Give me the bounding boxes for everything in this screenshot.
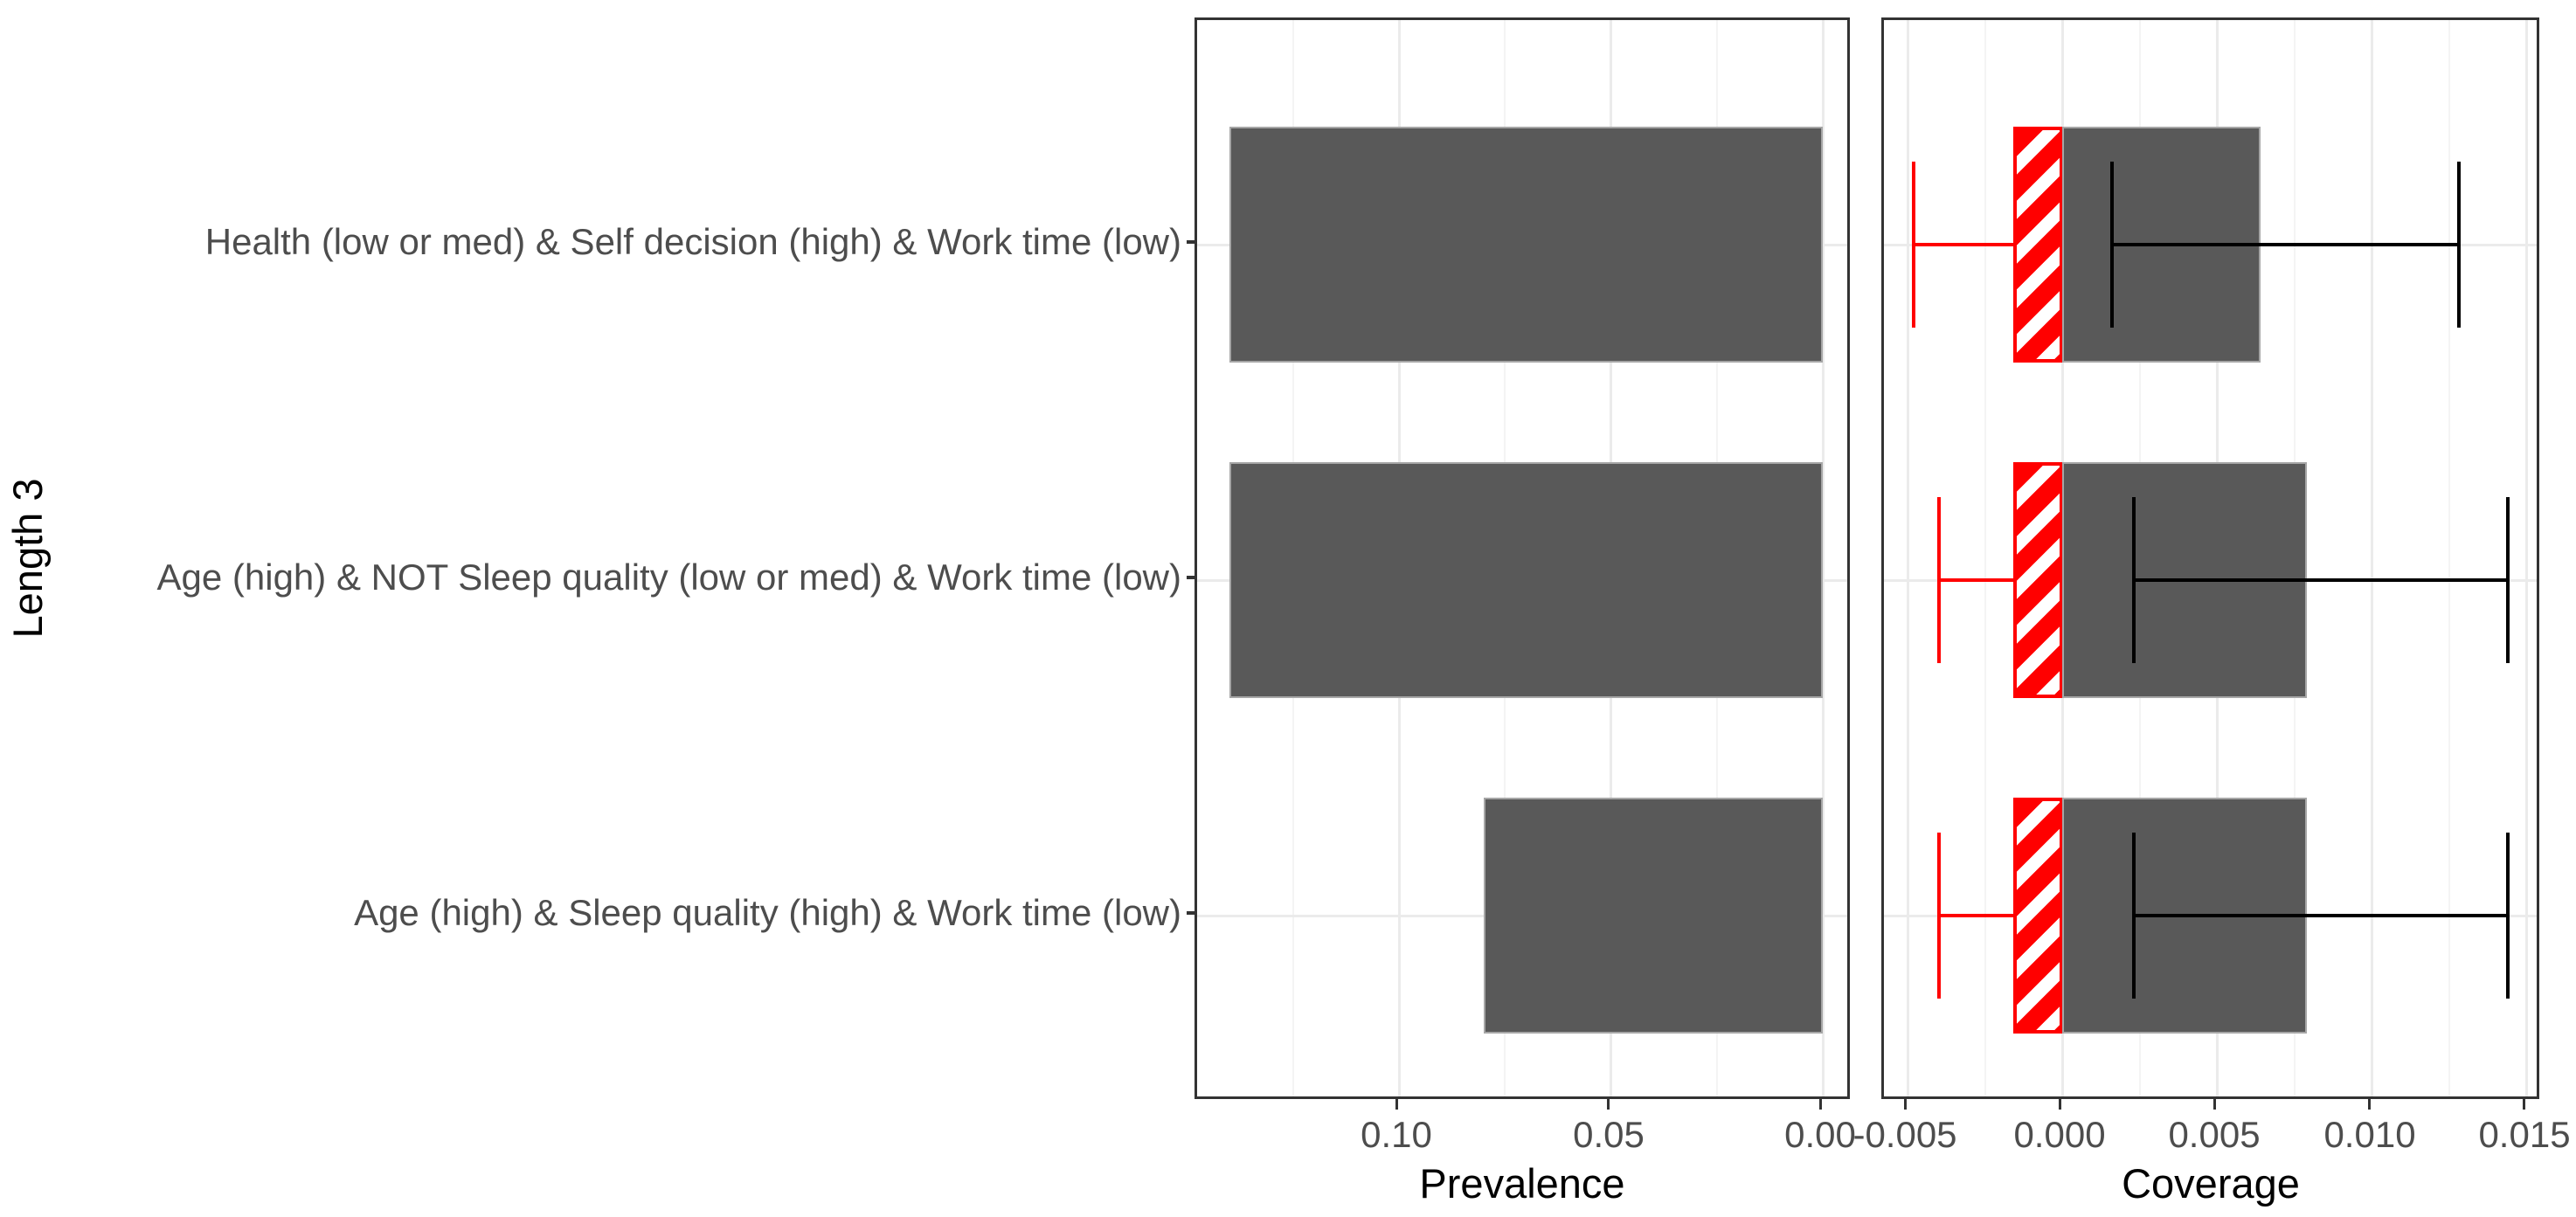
negative-error-bar-line — [1939, 578, 2063, 582]
prevalence-plot-area — [1197, 20, 1847, 1096]
x-axis-tick — [1395, 1099, 1398, 1110]
x-axis-tick-label: 0.10 — [1361, 1114, 1432, 1155]
prevalence-bar — [1229, 462, 1823, 698]
grid-major-line — [2525, 20, 2528, 1096]
grid-minor-line — [1984, 20, 1986, 1096]
coverage-error-bar-cap — [2132, 497, 2136, 663]
coverage-error-bar-cap — [2506, 833, 2510, 999]
negative-error-bar-line — [1939, 914, 2063, 917]
x-axis-tick-label: -0.005 — [1852, 1114, 1957, 1155]
negative-coverage-bar — [2013, 462, 2063, 698]
x-axis-tick — [2368, 1099, 2371, 1110]
x-axis-tick-label: 0.05 — [1573, 1114, 1645, 1155]
negative-error-bar-cap — [1937, 833, 1941, 999]
x-axis-tick-label: 0.015 — [2478, 1114, 2571, 1155]
coverage-axis-title: Coverage — [2122, 1160, 2300, 1207]
grid-major-line — [1822, 20, 1825, 1096]
x-axis-tick — [2213, 1099, 2216, 1110]
y-axis-category-label: Age (high) & Sleep quality (high) & Work… — [354, 892, 1181, 933]
coverage-error-bar-cap — [2132, 833, 2136, 999]
x-axis-tick — [2059, 1099, 2061, 1110]
y-axis-tick — [1187, 911, 1195, 915]
prevalence-bar — [1484, 798, 1823, 1034]
coverage-panel — [1881, 17, 2539, 1099]
coverage-error-bar-cap — [2110, 162, 2114, 328]
x-axis-tick — [1819, 1099, 1822, 1110]
y-axis-tick — [1187, 576, 1195, 579]
x-axis-tick — [2523, 1099, 2525, 1110]
coverage-error-bar-line — [2112, 243, 2459, 246]
x-axis-tick-label: 0.000 — [2013, 1114, 2106, 1155]
prevalence-panel — [1195, 17, 1850, 1099]
coverage-error-bar-line — [2134, 578, 2509, 582]
x-axis-tick — [1607, 1099, 1610, 1110]
coverage-plot-area — [1884, 20, 2537, 1096]
negative-error-bar-cap — [1912, 162, 1915, 328]
y-axis-tick — [1187, 240, 1195, 244]
x-axis-tick-label: 0.010 — [2323, 1114, 2416, 1155]
coverage-error-bar-cap — [2506, 497, 2510, 663]
x-axis-tick-label: 0.005 — [2168, 1114, 2261, 1155]
coverage-error-bar-line — [2134, 914, 2509, 917]
y-axis-category-label: Age (high) & NOT Sleep quality (low or m… — [156, 557, 1182, 598]
negative-coverage-bar — [2013, 798, 2063, 1034]
prevalence-bar — [1229, 127, 1823, 363]
negative-error-bar-cap — [1937, 497, 1941, 663]
y-axis-category-label: Health (low or med) & Self decision (hig… — [204, 221, 1181, 262]
negative-error-bar-line — [1914, 243, 2062, 246]
x-axis-tick-label: 0.00 — [1784, 1114, 1856, 1155]
prevalence-axis-title: Prevalence — [1419, 1160, 1625, 1207]
x-axis-tick — [1904, 1099, 1907, 1110]
grid-minor-line — [2448, 20, 2450, 1096]
coverage-error-bar-cap — [2457, 162, 2461, 328]
grid-major-line — [2371, 20, 2373, 1096]
negative-coverage-bar — [2013, 127, 2063, 363]
grid-major-line — [1907, 20, 1909, 1096]
